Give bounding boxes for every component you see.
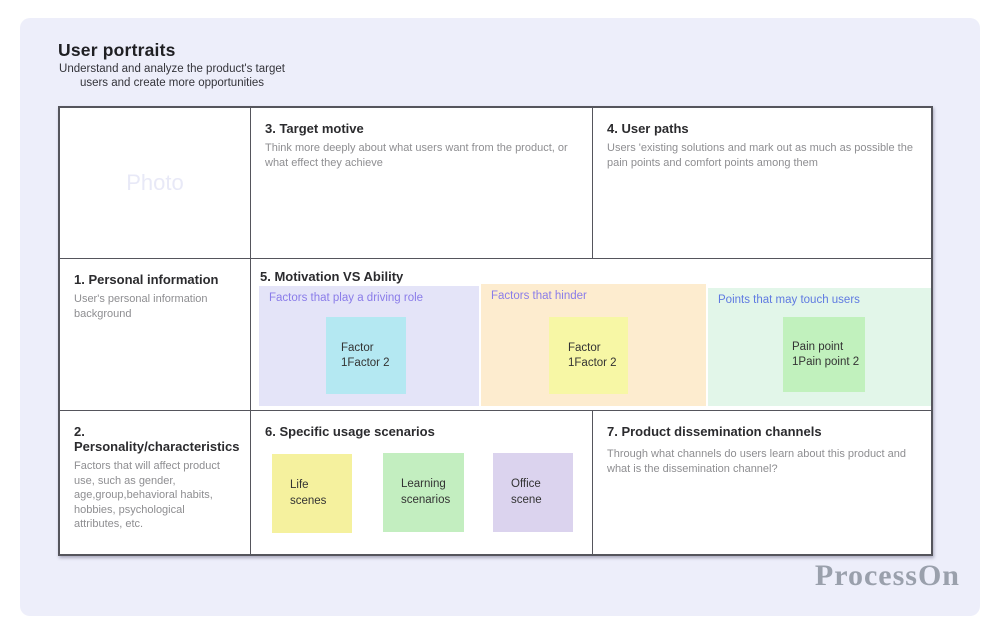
cell-dissemination-channels-heading: 7. Product dissemination channels <box>607 424 822 439</box>
cell-usage-scenarios: 6. Specific usage scenarios Life scenes … <box>251 411 593 554</box>
sticky-note-hinder-factor[interactable]: Factor 1Factor 2 <box>549 317 628 394</box>
page-title: User portraits <box>58 40 176 60</box>
page-subtitle: Understand and analyze the product's tar… <box>42 62 302 91</box>
sticky-note-office-scene[interactable]: Office scene <box>493 453 573 532</box>
cell-usage-scenarios-heading: 6. Specific usage scenarios <box>265 424 435 439</box>
sticky-note-driving-factor[interactable]: Factor 1Factor 2 <box>326 317 406 394</box>
cell-user-paths-body: Users 'existing solutions and mark out a… <box>607 142 913 169</box>
cell-personal-information-heading: 1. Personal information <box>74 272 219 287</box>
sticky-note-driving-factor-text: Factor 1Factor 2 <box>341 341 390 369</box>
page-subtitle-line1: Understand and analyze the product's tar… <box>59 63 285 75</box>
sticky-note-hinder-factor-text: Factor 1Factor 2 <box>568 341 617 369</box>
cell-dissemination-channels-body: Through what channels do users learn abo… <box>607 448 907 475</box>
region-touch-points-label: Points that may touch users <box>718 294 860 306</box>
cell-personality-characteristics-body: Factors that will affect product use, su… <box>74 460 220 531</box>
cell-user-paths: 4. User paths Users 'existing solutions … <box>593 108 931 259</box>
photo-placeholder-label: Photo <box>126 170 184 195</box>
cell-target-motive-heading: 3. Target motive <box>265 121 364 136</box>
cell-dissemination-channels: 7. Product dissemination channels Throug… <box>593 411 931 554</box>
cell-motivation-vs-ability-heading: 5. Motivation VS Ability <box>260 269 404 284</box>
sticky-note-life-scenes[interactable]: Life scenes <box>272 454 352 533</box>
region-driving-factors[interactable]: Factors that play a driving role Factor … <box>259 286 479 406</box>
sticky-note-learning-scenarios[interactable]: Learning scenarios <box>383 453 464 532</box>
processon-watermark: ProcessOn <box>814 559 960 592</box>
sticky-note-pain-points-text: Pain point 1Pain point 2 <box>792 340 860 368</box>
cell-target-motive: 3. Target motive Think more deeply about… <box>251 108 593 259</box>
sticky-note-life-scenes-text: Life scenes <box>290 478 327 507</box>
photo-placeholder-cell[interactable]: Photo <box>60 108 251 259</box>
region-hinder-factors-label: Factors that hinder <box>491 290 587 302</box>
portrait-grid: Photo 3. Target motive Think more deeply… <box>58 106 933 556</box>
region-touch-points[interactable]: Points that may touch users Pain point 1… <box>708 288 931 406</box>
cell-personal-information-body: User's personal information background <box>74 293 208 320</box>
page-subtitle-line2: users and create more opportunities <box>79 77 265 90</box>
cell-user-paths-heading: 4. User paths <box>607 121 689 136</box>
cell-motivation-vs-ability: 5. Motivation VS Ability Factors that pl… <box>251 259 931 411</box>
sticky-note-office-scene-text: Office scene <box>511 477 542 506</box>
template-header: User portraits Understand and analyze th… <box>42 40 302 91</box>
sticky-note-learning-scenarios-text: Learning scenarios <box>401 477 451 506</box>
cell-target-motive-body: Think more deeply about what users want … <box>265 142 568 169</box>
cell-personality-characteristics: 2. Personality/characteristics Factors t… <box>60 411 251 554</box>
cell-personality-characteristics-heading: 2. Personality/characteristics <box>74 424 240 454</box>
region-hinder-factors[interactable]: Factors that hinder Factor 1Factor 2 <box>481 284 706 406</box>
sticky-note-pain-points[interactable]: Pain point 1Pain point 2 <box>783 317 865 392</box>
cell-personal-information: 1. Personal information User's personal … <box>60 259 251 411</box>
region-driving-factors-label: Factors that play a driving role <box>269 292 424 304</box>
